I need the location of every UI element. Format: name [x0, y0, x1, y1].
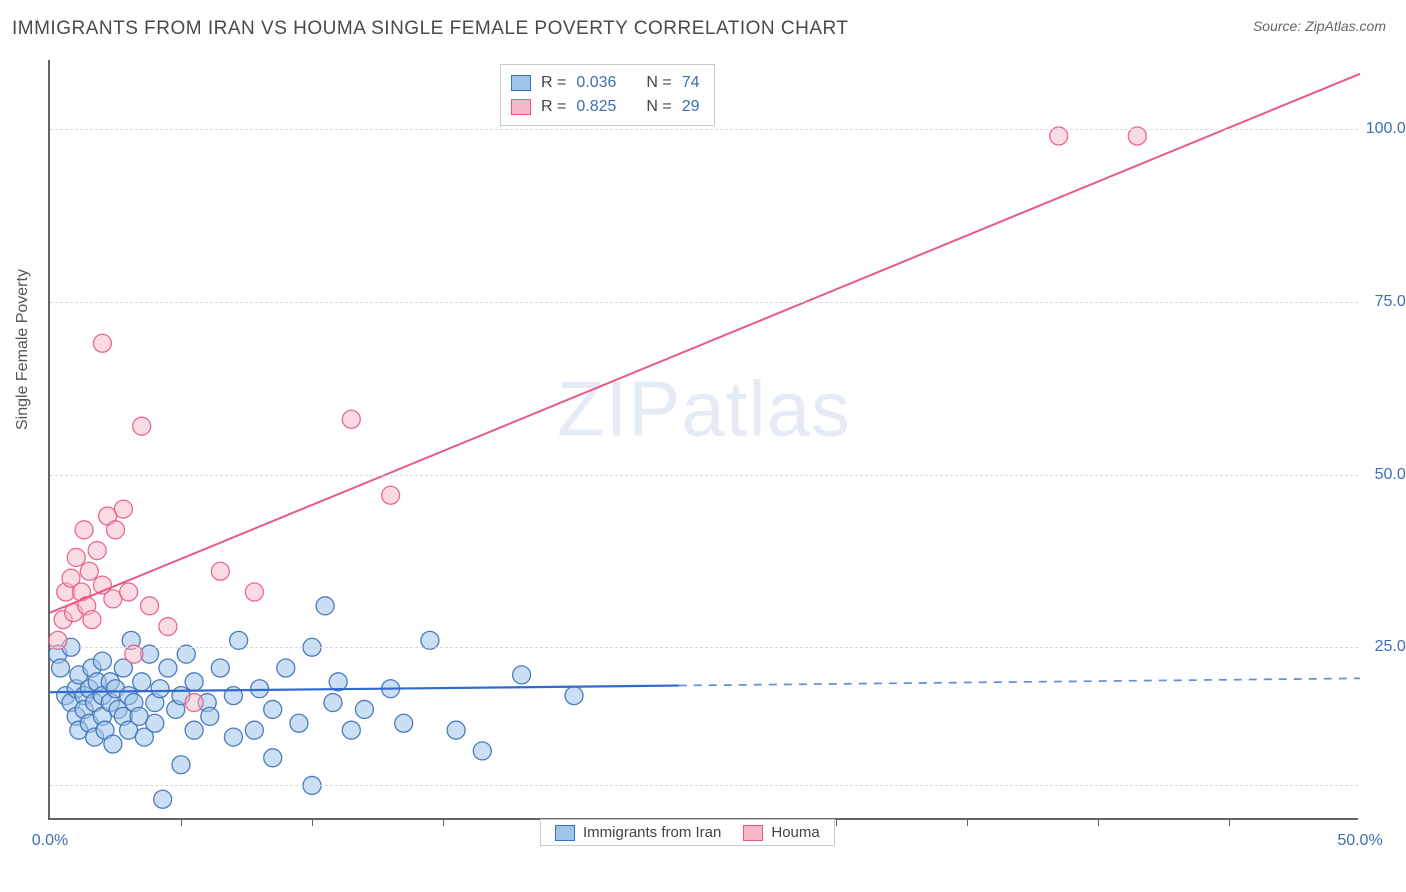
data-point — [104, 735, 122, 753]
data-point — [185, 694, 203, 712]
data-point — [114, 500, 132, 518]
x-tick-mark — [443, 818, 444, 826]
r-label: R = — [541, 74, 566, 92]
data-point — [107, 521, 125, 539]
legend-label: Immigrants from Iran — [583, 824, 721, 841]
n-label: N = — [646, 98, 671, 116]
x-tick-label: 50.0% — [1337, 832, 1382, 850]
legend-label: Houma — [771, 824, 819, 841]
x-tick-mark — [1098, 818, 1099, 826]
legend-item: Houma — [743, 824, 819, 841]
x-tick-mark — [181, 818, 182, 826]
data-point — [382, 486, 400, 504]
data-point — [185, 721, 203, 739]
legend-stats-row: R = 0.036 N = 74 — [511, 71, 700, 95]
data-point — [93, 652, 111, 670]
x-tick-mark — [967, 818, 968, 826]
y-tick-label: 75.0% — [1375, 293, 1406, 311]
data-point — [277, 659, 295, 677]
legend-swatch — [555, 825, 575, 841]
x-tick-mark — [836, 818, 837, 826]
data-point — [342, 410, 360, 428]
y-tick-label: 100.0% — [1366, 120, 1406, 138]
data-point — [120, 583, 138, 601]
data-point — [159, 659, 177, 677]
data-point — [473, 742, 491, 760]
data-point — [146, 714, 164, 732]
y-tick-label: 25.0% — [1375, 638, 1406, 656]
data-point — [316, 597, 334, 615]
data-point — [264, 700, 282, 718]
legend-stats-box: R = 0.036 N = 74 R = 0.825 N = 29 — [500, 64, 715, 126]
data-point — [211, 659, 229, 677]
data-point — [80, 562, 98, 580]
data-point — [141, 597, 159, 615]
data-point — [251, 680, 269, 698]
legend-swatch — [511, 99, 531, 115]
data-point — [159, 618, 177, 636]
trend-line-dashed — [679, 678, 1360, 685]
gridline-horizontal — [50, 475, 1358, 476]
y-axis-label: Single Female Poverty — [14, 269, 32, 430]
gridline-horizontal — [50, 785, 1358, 786]
data-point — [513, 666, 531, 684]
scatter-svg — [50, 60, 1358, 818]
trend-line-solid — [50, 74, 1360, 613]
n-label: N = — [646, 74, 671, 92]
data-point — [67, 548, 85, 566]
x-tick-mark — [312, 818, 313, 826]
plot-area: ZIPatlas 25.0%50.0%75.0%100.0%0.0%50.0%R… — [48, 60, 1358, 820]
source-prefix: Source: — [1253, 18, 1305, 34]
gridline-horizontal — [50, 647, 1358, 648]
r-value: 0.825 — [576, 98, 616, 116]
legend-item: Immigrants from Iran — [555, 824, 721, 841]
data-point — [355, 700, 373, 718]
data-point — [83, 611, 101, 629]
data-point — [75, 521, 93, 539]
gridline-horizontal — [50, 302, 1358, 303]
data-point — [151, 680, 169, 698]
data-point — [93, 334, 111, 352]
data-point — [245, 583, 263, 601]
source-name: ZipAtlas.com — [1305, 18, 1386, 34]
data-point — [185, 673, 203, 691]
data-point — [342, 721, 360, 739]
chart-title: IMMIGRANTS FROM IRAN VS HOUMA SINGLE FEM… — [12, 18, 849, 40]
data-point — [154, 790, 172, 808]
r-value: 0.036 — [576, 74, 616, 92]
x-tick-mark — [1229, 818, 1230, 826]
y-tick-label: 50.0% — [1375, 466, 1406, 484]
data-point — [224, 728, 242, 746]
data-point — [133, 673, 151, 691]
data-point — [447, 721, 465, 739]
data-point — [290, 714, 308, 732]
x-tick-label: 0.0% — [32, 832, 68, 850]
r-label: R = — [541, 98, 566, 116]
source-attribution: Source: ZipAtlas.com — [1253, 18, 1386, 34]
n-value: 29 — [682, 98, 700, 116]
legend-series-box: Immigrants from Iran Houma — [540, 819, 835, 846]
data-point — [133, 417, 151, 435]
data-point — [324, 694, 342, 712]
legend-swatch — [511, 75, 531, 91]
data-point — [211, 562, 229, 580]
legend-stats-row: R = 0.825 N = 29 — [511, 95, 700, 119]
data-point — [245, 721, 263, 739]
data-point — [51, 659, 69, 677]
data-point — [88, 542, 106, 560]
data-point — [395, 714, 413, 732]
legend-swatch — [743, 825, 763, 841]
gridline-horizontal — [50, 129, 1358, 130]
data-point — [172, 756, 190, 774]
data-point — [264, 749, 282, 767]
data-point — [565, 687, 583, 705]
n-value: 74 — [682, 74, 700, 92]
data-point — [201, 707, 219, 725]
